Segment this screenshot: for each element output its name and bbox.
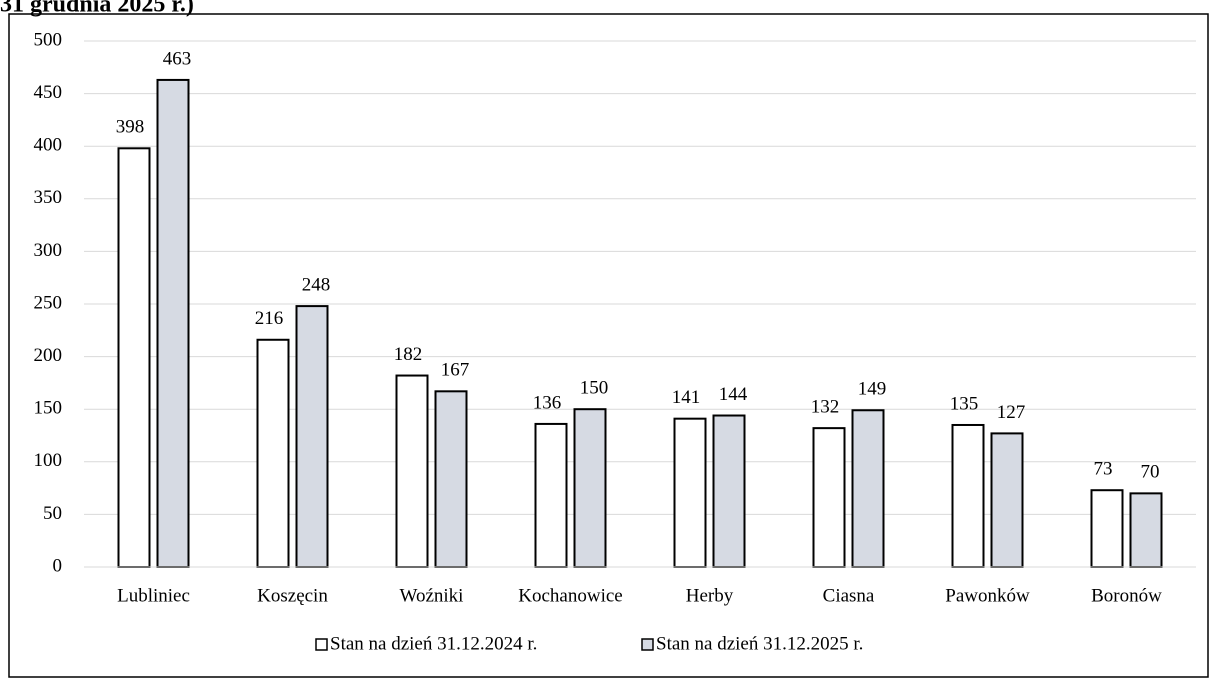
data-label: 127 — [997, 402, 1026, 423]
bar — [434, 390, 468, 569]
bar — [156, 78, 190, 568]
y-tick-label: 150 — [34, 398, 63, 419]
x-tick-label: Koszęcin — [257, 585, 328, 606]
y-tick-label: 350 — [34, 187, 63, 208]
y-tick-label: 250 — [34, 292, 63, 313]
y-tick-label: 300 — [34, 240, 63, 261]
y-tick-label: 450 — [34, 82, 63, 103]
bar — [712, 414, 746, 568]
bar — [534, 422, 568, 569]
data-label: 167 — [441, 360, 470, 381]
y-tick-label: 200 — [34, 345, 63, 366]
x-tick-label: Pawonków — [945, 585, 1030, 606]
bar — [573, 408, 607, 569]
x-tick-label: Boronów — [1091, 585, 1162, 606]
legend-label: Stan na dzień 31.12.2025 r. — [656, 633, 863, 654]
bar — [1129, 492, 1163, 568]
bar — [851, 409, 885, 569]
bar — [990, 432, 1024, 568]
data-label: 182 — [394, 344, 423, 365]
chart-border — [8, 13, 1209, 678]
data-label: 144 — [719, 384, 748, 405]
bar — [117, 147, 151, 569]
legend-swatch — [641, 638, 654, 651]
y-tick-label: 400 — [34, 135, 63, 156]
y-tick-label: 0 — [53, 555, 63, 576]
y-tick-label: 100 — [34, 450, 63, 471]
data-label: 216 — [255, 308, 284, 329]
data-label: 150 — [580, 378, 609, 399]
bar — [951, 423, 985, 569]
y-tick-label: 500 — [34, 29, 63, 50]
data-label: 132 — [811, 396, 840, 417]
bar — [395, 374, 429, 569]
legend-swatch — [315, 638, 328, 651]
data-label: 136 — [533, 392, 562, 413]
x-tick-label: Herby — [686, 585, 734, 606]
data-label: 248 — [302, 274, 331, 295]
data-label: 149 — [858, 379, 887, 400]
bar — [812, 427, 846, 568]
x-tick-label: Kochanowice — [518, 585, 622, 606]
data-label: 141 — [672, 387, 701, 408]
bar — [256, 338, 290, 568]
data-label: 73 — [1094, 459, 1113, 480]
data-label: 398 — [116, 117, 145, 138]
bar — [295, 305, 329, 568]
data-label: 70 — [1141, 462, 1160, 483]
bar — [1090, 489, 1124, 569]
legend-label: Stan na dzień 31.12.2024 r. — [330, 633, 537, 654]
data-label: 463 — [163, 48, 192, 69]
x-tick-label: Woźniki — [400, 585, 464, 606]
bar — [673, 417, 707, 568]
x-tick-label: Lubliniec — [117, 585, 190, 606]
x-tick-label: Ciasna — [823, 585, 875, 606]
data-label: 135 — [950, 393, 979, 414]
y-tick-label: 50 — [43, 503, 62, 524]
chart-title: 31 grudnia 2025 r.) — [0, 0, 194, 18]
